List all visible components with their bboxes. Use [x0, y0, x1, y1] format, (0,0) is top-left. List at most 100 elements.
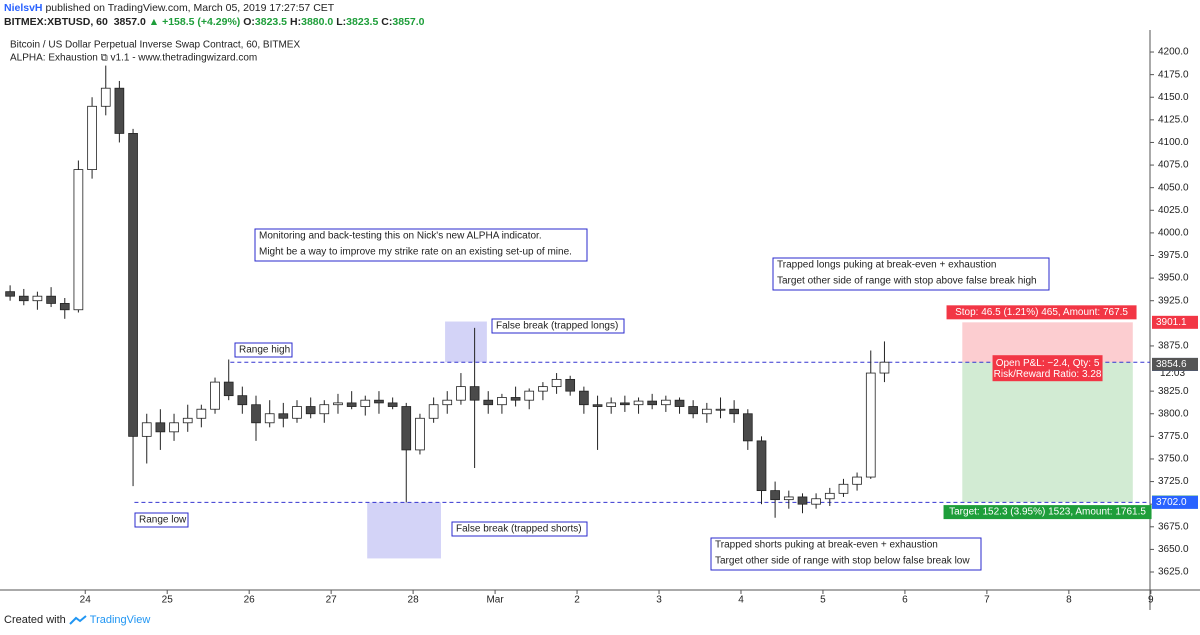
last-price: 3857.0 — [113, 16, 146, 28]
candle-body — [182, 417, 193, 424]
candle-body — [456, 386, 466, 401]
candle-body — [442, 399, 453, 406]
zone — [367, 502, 441, 559]
candle-body — [565, 378, 576, 392]
candle-body — [223, 381, 234, 397]
y-tick-label: 4200.0 — [1158, 47, 1189, 58]
x-tick-label: 25 — [162, 595, 174, 606]
x-tick-label: 8 — [1066, 595, 1072, 606]
y-tick-label: 3725.0 — [1158, 476, 1189, 487]
footer: Created with TradingView — [4, 614, 150, 626]
candle-body — [510, 397, 521, 401]
chart-title: Bitcoin / US Dollar Perpetual Inverse Sw… — [10, 40, 300, 51]
candle-body — [620, 402, 630, 406]
target-label: Target: 152.3 (3.95%) 1523, Amount: 1761… — [949, 507, 1146, 518]
annotation-text: Monitoring and back-testing this on Nick… — [259, 231, 542, 242]
candle-body — [292, 406, 302, 419]
candle-body — [360, 399, 371, 407]
x-tick-label: 27 — [326, 595, 338, 606]
y-tick-label: 3975.0 — [1158, 250, 1189, 261]
candle-body — [196, 408, 207, 419]
x-tick-label: 26 — [244, 595, 256, 606]
candle-body — [346, 402, 357, 407]
candle-body — [674, 399, 685, 407]
candle-body — [5, 291, 15, 297]
candle-body — [415, 417, 425, 451]
y-tick-label: 4025.0 — [1158, 205, 1189, 216]
y-tick-label: 3675.0 — [1158, 521, 1189, 532]
chart-subtitle: ALPHA: Exhaustion ⧉ v1.1 - www.thetradin… — [10, 53, 257, 64]
price-label-bg — [1152, 315, 1198, 329]
candle-body — [838, 483, 849, 494]
candle-body — [592, 404, 603, 407]
candle-body — [46, 295, 56, 304]
annotation-box — [451, 521, 588, 537]
annotation-text: Target other side of range with stop abo… — [777, 276, 1037, 287]
y-tick-label: 3625.0 — [1158, 567, 1189, 578]
candle-body — [579, 390, 589, 406]
price-label-bg — [1152, 357, 1198, 371]
rr-label: Risk/Reward Ratio: 3.28 — [994, 369, 1102, 380]
candle-body — [770, 490, 780, 501]
price-label: 3854.6 — [1156, 359, 1187, 370]
author[interactable]: NielsvH — [4, 2, 43, 14]
candle-body — [374, 399, 384, 404]
symbol: BITMEX:XBTUSD, 60 — [4, 16, 108, 28]
candle-body — [524, 390, 535, 401]
footer-text: Created with — [4, 614, 66, 626]
y-tick-label: 4175.0 — [1158, 69, 1189, 80]
x-tick-label: 28 — [408, 595, 420, 606]
candle-body — [333, 402, 343, 406]
candle-body — [387, 402, 398, 407]
candle-body — [401, 406, 412, 451]
y-tick-label: 4050.0 — [1158, 182, 1189, 193]
footer-brand[interactable]: TradingView — [89, 614, 151, 626]
candle-body — [729, 408, 739, 415]
candle-body — [701, 408, 712, 415]
candle-body — [661, 399, 671, 406]
candle-body — [811, 498, 821, 505]
logo — [69, 615, 87, 625]
header-line: NielsvH published on TradingView.com, Ma… — [4, 1, 428, 15]
candle-body — [606, 402, 617, 407]
candle-body — [155, 422, 166, 433]
candle-body — [237, 395, 248, 406]
candle-body — [32, 295, 43, 302]
annotation-text: Trapped shorts puking at break-even + ex… — [715, 540, 938, 551]
y-tick-label: 3775.0 — [1158, 431, 1189, 442]
pnl-label: Open P&L: −2.4, Qty: 5 — [996, 358, 1100, 369]
candle-body — [169, 422, 179, 433]
stop-label: Stop: 46.5 (1.21%) 465, Amount: 767.5 — [955, 307, 1128, 318]
y-tick-label: 3875.0 — [1158, 341, 1189, 352]
candle-body — [210, 381, 220, 410]
target-zone — [962, 362, 1133, 503]
x-tick-label: 3 — [656, 595, 662, 606]
countdown: 12:03 — [1160, 368, 1185, 379]
candle-body — [87, 105, 97, 170]
ohlc-key: L: — [336, 16, 347, 28]
ohlc: O:3823.5 H:3880.0 L:3823.5 C:3857.0 — [243, 16, 427, 28]
annotation-box — [772, 257, 1050, 291]
candle-body — [18, 295, 29, 302]
annotation-box — [491, 318, 625, 334]
candle-body — [879, 361, 890, 374]
annotation-text: False break (trapped longs) — [496, 321, 618, 332]
candle-body — [264, 413, 275, 424]
annotation-text: Trapped longs puking at break-even + exh… — [777, 260, 997, 271]
x-tick-label: 6 — [902, 595, 908, 606]
candle-body — [128, 133, 138, 437]
price-label-bg — [1152, 495, 1198, 509]
target-label-bg — [943, 505, 1152, 520]
y-tick-label: 4100.0 — [1158, 137, 1189, 148]
ohlc-value: 3823.5 — [254, 16, 288, 28]
symbol-line: BITMEX:XBTUSD, 60 3857.0 ▲ +158.5 (+4.29… — [4, 15, 428, 29]
y-tick-label: 3950.0 — [1158, 273, 1189, 284]
candle-body — [305, 406, 316, 415]
x-tick-label: 5 — [820, 595, 826, 606]
x-tick-label: 24 — [80, 595, 92, 606]
change: +158.5 (+4.29%) — [162, 16, 241, 28]
x-tick-label: 7 — [984, 595, 990, 606]
candle-body — [865, 372, 876, 478]
y-tick-label: 3800.0 — [1158, 408, 1189, 419]
